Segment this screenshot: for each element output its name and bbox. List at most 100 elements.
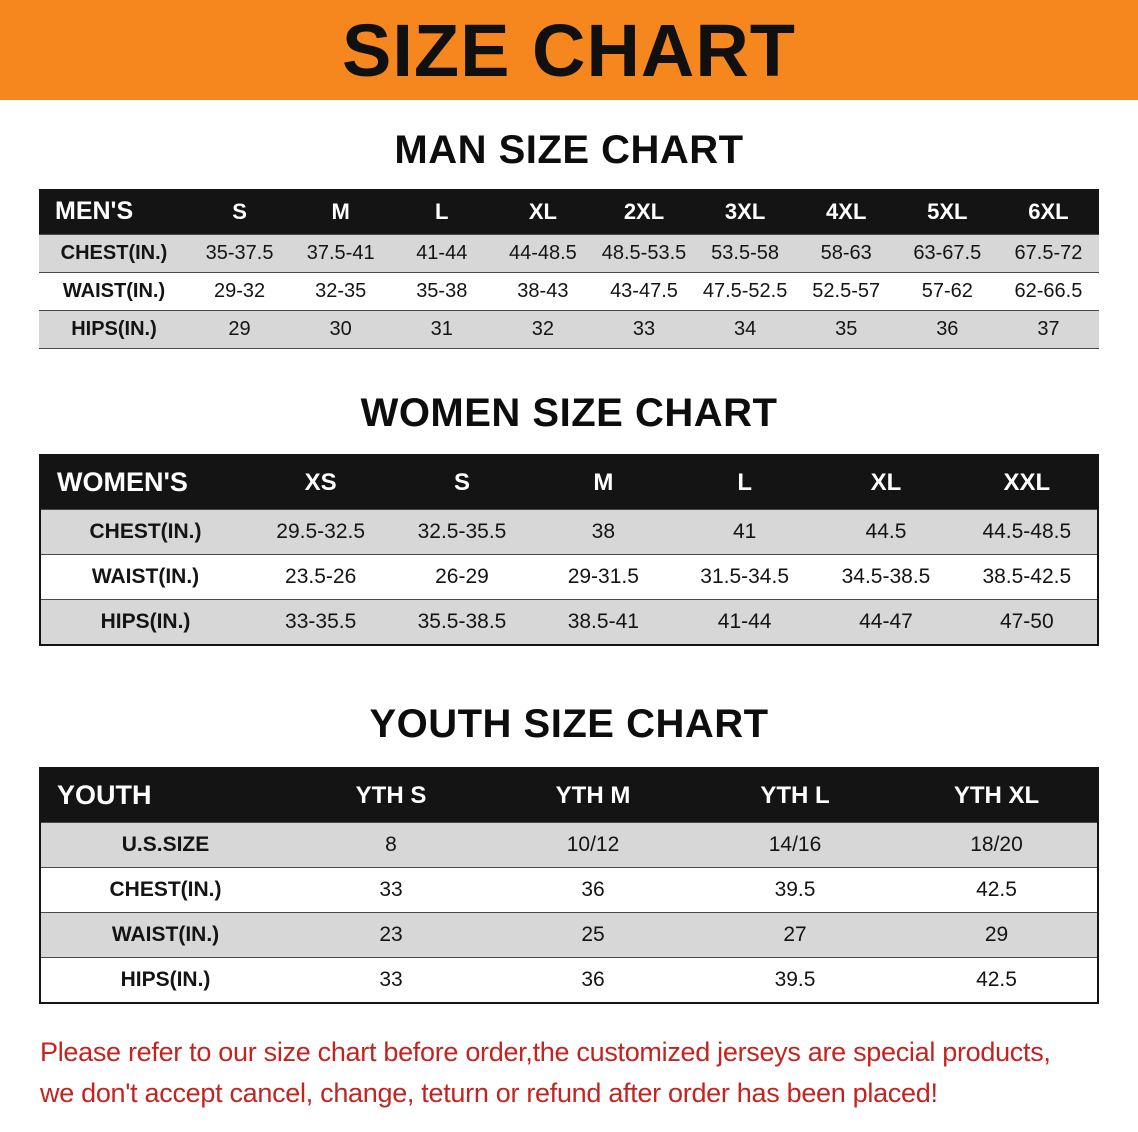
- value-cell: 44-47: [815, 599, 957, 645]
- column-header-cell: YTH L: [694, 768, 896, 823]
- value-cell: 18/20: [896, 822, 1098, 868]
- value-cell: 34.5-38.5: [815, 554, 957, 600]
- column-header-cell: YTH XL: [896, 768, 1098, 823]
- row-label-cell: WAIST(IN.): [40, 912, 290, 958]
- value-cell: 8: [290, 822, 492, 868]
- value-cell: 25: [492, 912, 694, 958]
- table-header-row: MEN'S S M L XL 2XL 3XL 4XL 5XL 6XL: [39, 189, 1099, 235]
- value-cell: 44.5-48.5: [956, 509, 1098, 555]
- value-cell: 29: [896, 912, 1098, 958]
- table-row: WAIST(IN.) 23.5-26 26-29 29-31.5 31.5-34.5 34…: [40, 554, 1098, 600]
- value-cell: 36: [896, 310, 998, 349]
- value-cell: 39.5: [694, 867, 896, 913]
- value-cell: 26-29: [391, 554, 533, 600]
- value-cell: 39.5: [694, 957, 896, 1003]
- value-cell: 29-32: [189, 272, 291, 311]
- value-cell: 67.5-72: [997, 234, 1099, 273]
- value-cell: 38.5-42.5: [956, 554, 1098, 600]
- value-cell: 35: [795, 310, 897, 349]
- value-cell: 23.5-26: [250, 554, 392, 600]
- row-label-cell: U.S.SIZE: [40, 822, 290, 868]
- column-header-cell: S: [189, 189, 291, 235]
- value-cell: 27: [694, 912, 896, 958]
- youth-size-table-container: YOUTH YTH S YTH M YTH L YTH XL U.S.SIZE 8 10/12…: [0, 767, 1138, 1004]
- value-cell: 36: [492, 957, 694, 1003]
- value-cell: 29.5-32.5: [250, 509, 392, 555]
- value-cell: 41-44: [673, 599, 816, 645]
- column-header-cell: M: [290, 189, 392, 235]
- row-label-cell: CHEST(IN.): [40, 867, 290, 913]
- value-cell: 41-44: [391, 234, 493, 273]
- column-header-cell: XXL: [956, 455, 1098, 510]
- row-label-cell: WAIST(IN.): [39, 272, 189, 311]
- row-label-cell: HIPS(IN.): [40, 957, 290, 1003]
- table-row: CHEST(IN.) 33 36 39.5 42.5: [40, 867, 1098, 913]
- value-cell: 35.5-38.5: [391, 599, 533, 645]
- value-cell: 32: [492, 310, 594, 349]
- value-cell: 42.5: [896, 867, 1098, 913]
- women-size-chart-heading: WOMEN SIZE CHART: [360, 391, 778, 435]
- column-header-cell: YTH M: [492, 768, 694, 823]
- value-cell: 14/16: [694, 822, 896, 868]
- youth-size-table: YOUTH YTH S YTH M YTH L YTH XL U.S.SIZE 8 10/12…: [39, 767, 1099, 1004]
- value-cell: 38.5-41: [532, 599, 674, 645]
- row-label-cell: CHEST(IN.): [40, 509, 250, 555]
- womens-size-table-container: WOMEN'S XS S M L XL XXL CHEST(IN.) 29.5-32.5 32.5…: [0, 454, 1138, 646]
- column-header-cell: L: [673, 455, 816, 510]
- value-cell: 42.5: [896, 957, 1098, 1003]
- column-header-cell: 4XL: [795, 189, 897, 235]
- table-header-row: WOMEN'S XS S M L XL XXL: [40, 455, 1098, 510]
- table-row: WAIST(IN.) 23 25 27 29: [40, 912, 1098, 958]
- value-cell: 29: [189, 310, 291, 349]
- value-cell: 37.5-41: [290, 234, 392, 273]
- disclaimer-note: Please refer to our size chart before or…: [40, 1032, 1138, 1113]
- value-cell: 33: [290, 867, 492, 913]
- value-cell: 35-37.5: [189, 234, 291, 273]
- man-size-chart-section: MAN SIZE CHART MEN'S S M L XL 2XL 3XL 4XL 5XL 6XL…: [0, 128, 1138, 349]
- women-size-chart-section: WOMEN SIZE CHART WOMEN'S XS S M L XL XXL CHEST(…: [0, 391, 1138, 646]
- value-cell: 34: [694, 310, 796, 349]
- table-row: HIPS(IN.) 29 30 31 32 33 34 35 36 37: [39, 310, 1099, 349]
- youth-size-chart-section: YOUTH SIZE CHART YOUTH YTH S YTH M YTH L YTH…: [0, 702, 1138, 1004]
- column-header-cell: YTH S: [290, 768, 492, 823]
- column-header-cell: S: [391, 455, 533, 510]
- disclaimer-line-1: Please refer to our size chart before or…: [40, 1037, 1051, 1067]
- column-header-cell: 6XL: [997, 189, 1099, 235]
- column-header-cell: XS: [250, 455, 392, 510]
- man-size-chart-heading: MAN SIZE CHART: [394, 128, 744, 172]
- value-cell: 44-48.5: [492, 234, 594, 273]
- value-cell: 43-47.5: [593, 272, 695, 311]
- value-cell: 37: [997, 310, 1099, 349]
- column-header-cell: L: [391, 189, 493, 235]
- mens-size-table-container: MEN'S S M L XL 2XL 3XL 4XL 5XL 6XL CHEST(IN.) 35-37…: [0, 189, 1138, 349]
- value-cell: 10/12: [492, 822, 694, 868]
- table-row: CHEST(IN.) 35-37.5 37.5-41 41-44 44-48.5 48.5…: [39, 234, 1099, 273]
- value-cell: 38: [532, 509, 674, 555]
- youth-size-chart-heading: YOUTH SIZE CHART: [369, 702, 769, 746]
- table-row: U.S.SIZE 8 10/12 14/16 18/20: [40, 822, 1098, 868]
- value-cell: 63-67.5: [896, 234, 998, 273]
- value-cell: 30: [290, 310, 392, 349]
- value-cell: 31: [391, 310, 493, 349]
- table-header-row: YOUTH YTH S YTH M YTH L YTH XL: [40, 768, 1098, 823]
- value-cell: 33: [593, 310, 695, 349]
- value-cell: 23: [290, 912, 492, 958]
- value-cell: 47.5-52.5: [694, 272, 796, 311]
- table-row: HIPS(IN.) 33 36 39.5 42.5: [40, 957, 1098, 1003]
- value-cell: 36: [492, 867, 694, 913]
- row-label-cell: WAIST(IN.): [40, 554, 250, 600]
- column-header-cell: 2XL: [593, 189, 695, 235]
- column-header-cell: XL: [492, 189, 594, 235]
- column-header-cell: XL: [815, 455, 957, 510]
- value-cell: 48.5-53.5: [593, 234, 695, 273]
- value-cell: 29-31.5: [532, 554, 674, 600]
- value-cell: 58-63: [795, 234, 897, 273]
- value-cell: 47-50: [956, 599, 1098, 645]
- value-cell: 38-43: [492, 272, 594, 311]
- column-header-cell: 5XL: [896, 189, 998, 235]
- row-label-cell: HIPS(IN.): [39, 310, 189, 349]
- row-label-cell: HIPS(IN.): [40, 599, 250, 645]
- table-row: WAIST(IN.) 29-32 32-35 35-38 38-43 43-47.5 47.…: [39, 272, 1099, 311]
- table-title-cell: WOMEN'S: [40, 455, 250, 510]
